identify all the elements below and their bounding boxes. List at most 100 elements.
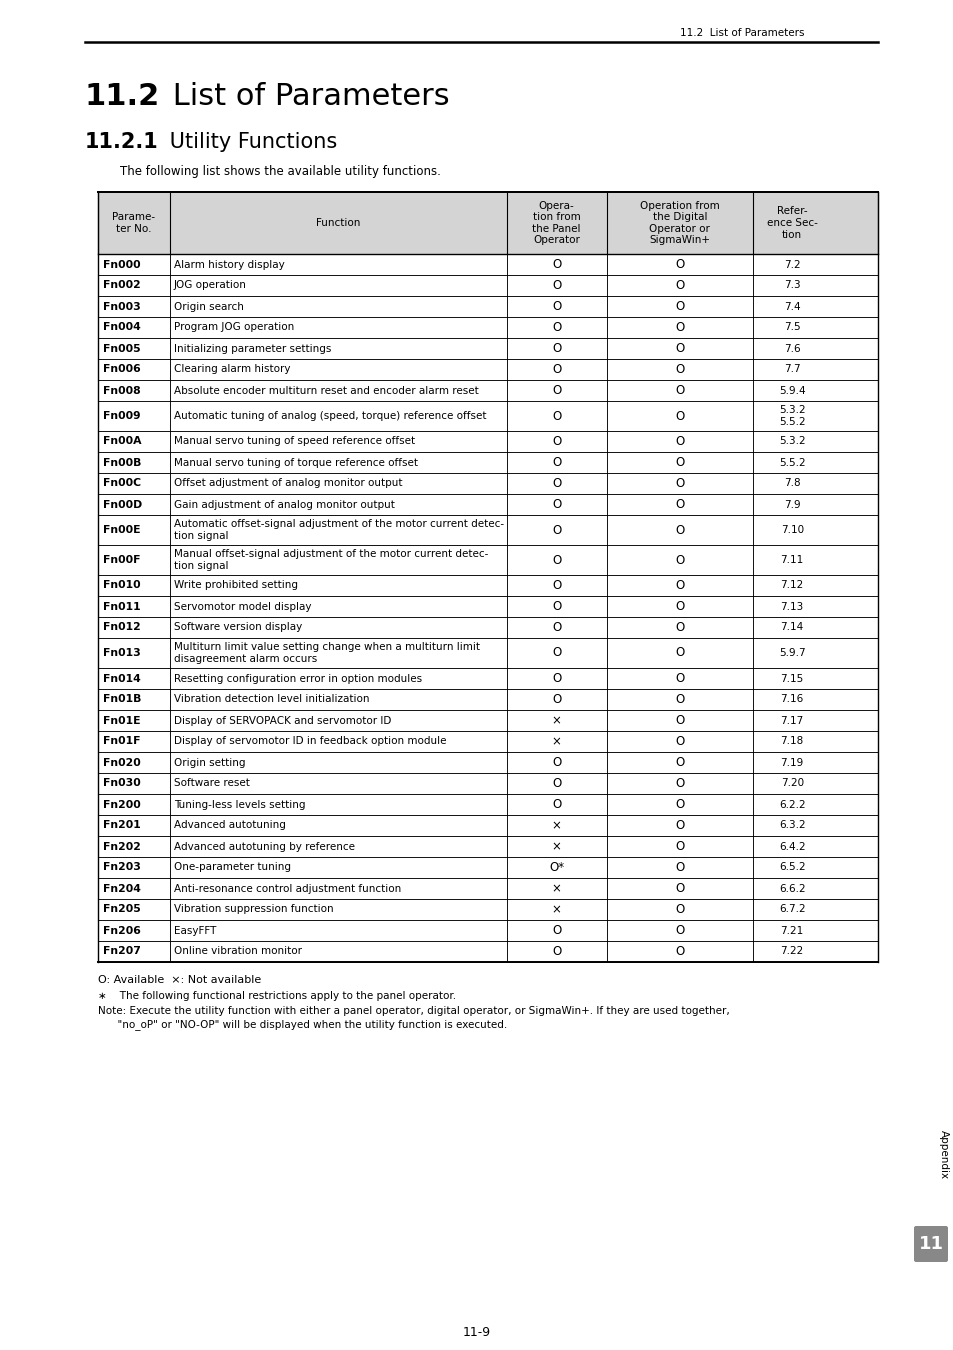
Text: O: O — [552, 342, 560, 355]
Text: Fn200: Fn200 — [103, 799, 141, 810]
Text: 5.3.2
5.5.2: 5.3.2 5.5.2 — [778, 405, 804, 427]
Text: Fn005: Fn005 — [103, 343, 140, 354]
Text: Fn205: Fn205 — [103, 904, 141, 914]
Text: Online vibration monitor: Online vibration monitor — [173, 946, 301, 957]
Text: 6.2.2: 6.2.2 — [778, 799, 804, 810]
Text: Fn00C: Fn00C — [103, 478, 141, 489]
Text: Resetting configuration error in option modules: Resetting configuration error in option … — [173, 674, 421, 683]
Text: One-parameter tuning: One-parameter tuning — [173, 863, 291, 872]
Text: 6.6.2: 6.6.2 — [778, 883, 804, 894]
Text: O: O — [675, 300, 684, 313]
Text: O: O — [675, 477, 684, 490]
Text: 5.9.4: 5.9.4 — [778, 386, 804, 396]
Text: Parame-
ter No.: Parame- ter No. — [112, 212, 155, 234]
Text: O: O — [552, 409, 560, 423]
Text: Display of SERVOPACK and servomotor ID: Display of SERVOPACK and servomotor ID — [173, 716, 391, 725]
Text: 7.19: 7.19 — [780, 757, 803, 768]
Text: Fn020: Fn020 — [103, 757, 141, 768]
Text: O: O — [552, 300, 560, 313]
Text: 7.22: 7.22 — [780, 946, 803, 957]
Text: ×: × — [551, 882, 561, 895]
Text: Advanced autotuning by reference: Advanced autotuning by reference — [173, 841, 355, 852]
Text: 5.9.7: 5.9.7 — [778, 648, 804, 657]
Text: O: O — [552, 621, 560, 634]
Text: Anti-resonance control adjustment function: Anti-resonance control adjustment functi… — [173, 883, 400, 894]
Text: 11: 11 — [918, 1235, 943, 1253]
Text: 11.2  List of Parameters: 11.2 List of Parameters — [679, 28, 803, 38]
Text: O: O — [552, 435, 560, 448]
Text: Vibration suppression function: Vibration suppression function — [173, 904, 333, 914]
Text: Display of servomotor ID in feedback option module: Display of servomotor ID in feedback opt… — [173, 737, 446, 747]
Text: Fn203: Fn203 — [103, 863, 141, 872]
Text: Manual servo tuning of torque reference offset: Manual servo tuning of torque reference … — [173, 458, 417, 467]
Text: Fn207: Fn207 — [103, 946, 141, 957]
Text: O: O — [552, 923, 560, 937]
Text: O: O — [675, 435, 684, 448]
Text: 5.3.2: 5.3.2 — [778, 436, 804, 447]
Text: 7.5: 7.5 — [783, 323, 800, 332]
Text: Fn00E: Fn00E — [103, 525, 140, 535]
Text: Fn00F: Fn00F — [103, 555, 140, 566]
Text: O: O — [552, 756, 560, 770]
Text: 7.3: 7.3 — [783, 281, 800, 290]
Text: 6.5.2: 6.5.2 — [778, 863, 804, 872]
Text: Multiturn limit value setting change when a multiturn limit
disagreement alarm o: Multiturn limit value setting change whe… — [173, 643, 479, 664]
Text: O: O — [552, 477, 560, 490]
Text: 11.2.1: 11.2.1 — [85, 132, 158, 153]
Text: O: O — [675, 363, 684, 377]
Text: Origin setting: Origin setting — [173, 757, 245, 768]
Text: Software reset: Software reset — [173, 779, 250, 788]
Text: Fn008: Fn008 — [103, 386, 140, 396]
Text: 7.18: 7.18 — [780, 737, 803, 747]
Text: Function: Function — [315, 217, 360, 228]
Text: Fn01F: Fn01F — [103, 737, 140, 747]
Text: ×: × — [551, 903, 561, 917]
Text: O: O — [552, 321, 560, 333]
Text: O: O — [675, 342, 684, 355]
Text: O: O — [552, 672, 560, 684]
Text: Fn00B: Fn00B — [103, 458, 141, 467]
Text: 7.13: 7.13 — [780, 602, 803, 612]
Text: O: O — [552, 945, 560, 958]
Text: O: O — [552, 258, 560, 271]
Text: O: O — [675, 579, 684, 593]
Text: ×: × — [551, 714, 561, 728]
Text: Fn201: Fn201 — [103, 821, 141, 830]
Text: 11-9: 11-9 — [462, 1326, 491, 1339]
Text: O: O — [552, 456, 560, 468]
Text: O: O — [675, 945, 684, 958]
Text: O: O — [675, 734, 684, 748]
Text: ×: × — [551, 840, 561, 853]
Text: List of Parameters: List of Parameters — [163, 82, 449, 111]
Text: 7.14: 7.14 — [780, 622, 803, 633]
Text: Clearing alarm history: Clearing alarm history — [173, 364, 290, 374]
Text: O: O — [675, 923, 684, 937]
Text: O: O — [675, 714, 684, 728]
Text: JOG operation: JOG operation — [173, 281, 247, 290]
Text: 7.21: 7.21 — [780, 926, 803, 936]
Text: 7.6: 7.6 — [783, 343, 800, 354]
Text: Initializing parameter settings: Initializing parameter settings — [173, 343, 331, 354]
Text: Fn01E: Fn01E — [103, 716, 140, 725]
Text: O: O — [552, 524, 560, 536]
Text: 7.10: 7.10 — [780, 525, 803, 535]
Text: Note: Execute the utility function with either a panel operator, digital operato: Note: Execute the utility function with … — [98, 1006, 729, 1017]
Text: "no_oP" or "NO-OP" will be displayed when the utility function is executed.: "no_oP" or "NO-OP" will be displayed whe… — [98, 1019, 507, 1030]
Text: Automatic tuning of analog (speed, torque) reference offset: Automatic tuning of analog (speed, torqu… — [173, 410, 486, 421]
Bar — [98, 192, 877, 254]
Text: O: O — [675, 621, 684, 634]
Text: Offset adjustment of analog monitor output: Offset adjustment of analog monitor outp… — [173, 478, 402, 489]
Text: O: O — [675, 321, 684, 333]
Text: Appendix: Appendix — [938, 1130, 948, 1180]
Text: Fn004: Fn004 — [103, 323, 141, 332]
Text: Automatic offset-signal adjustment of the motor current detec-
tion signal: Automatic offset-signal adjustment of th… — [173, 520, 503, 541]
Text: O*: O* — [549, 861, 563, 873]
Text: O: O — [552, 778, 560, 790]
Text: O: O — [675, 882, 684, 895]
Text: 7.2: 7.2 — [783, 259, 800, 270]
Text: O: O — [552, 579, 560, 593]
Text: O: O — [675, 693, 684, 706]
Text: Manual offset-signal adjustment of the motor current detec-
tion signal: Manual offset-signal adjustment of the m… — [173, 549, 488, 571]
Text: O: O — [552, 554, 560, 567]
Text: O: O — [552, 363, 560, 377]
